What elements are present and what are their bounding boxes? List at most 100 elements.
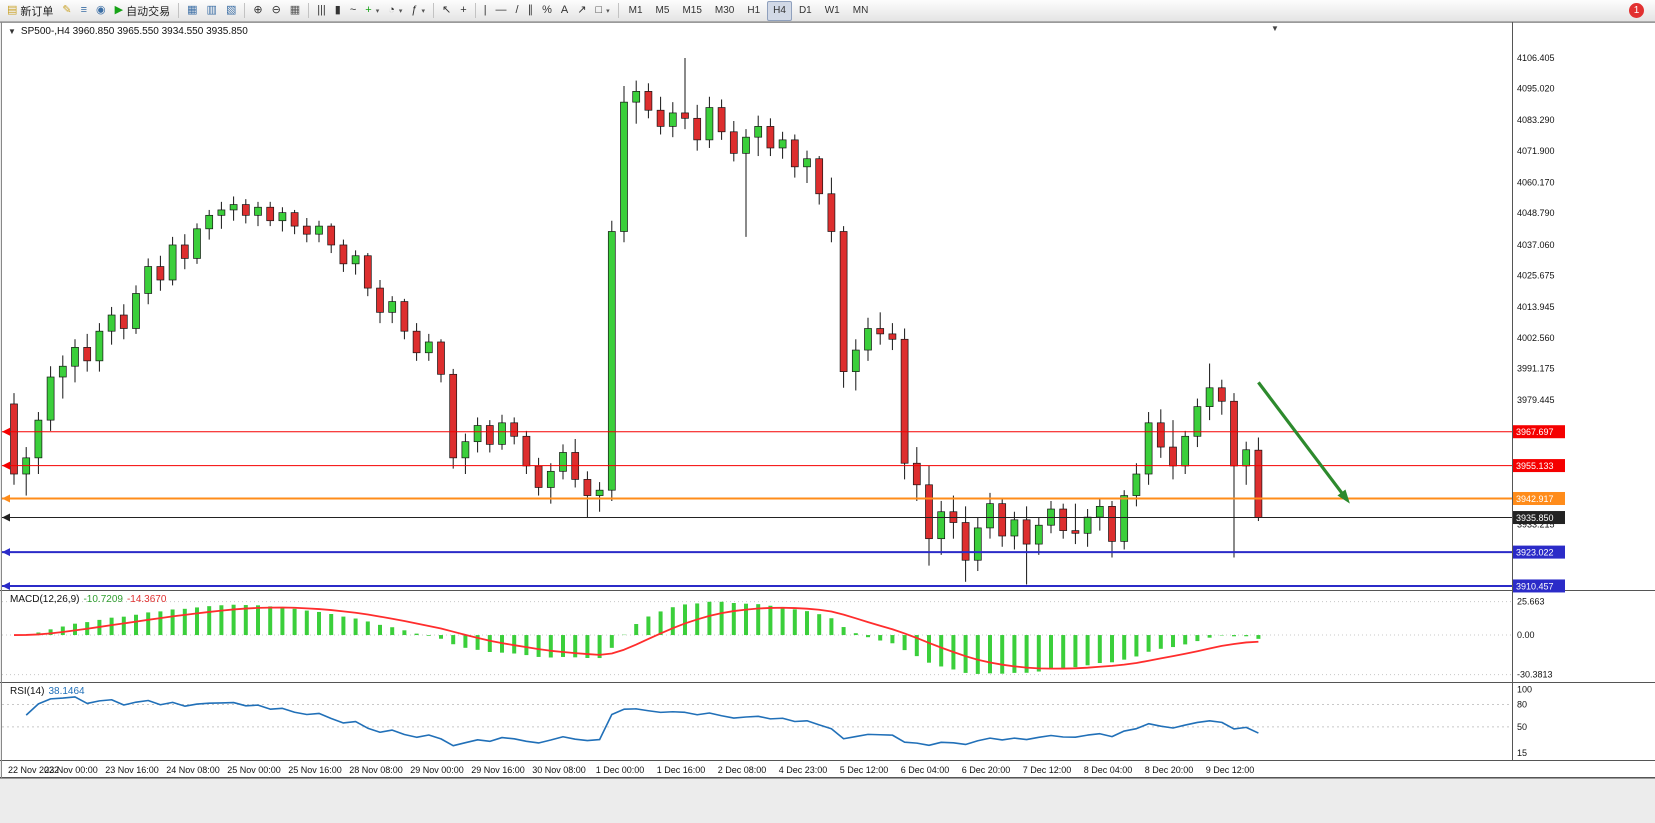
chart-styler-icon: ✎	[62, 4, 72, 16]
time-axis-label: 8 Dec 20:00	[1145, 765, 1194, 775]
time-axis-label: 29 Nov 00:00	[410, 765, 464, 775]
timeframe-m1-button[interactable]: M1	[628, 5, 643, 16]
time-axis-label: 25 Nov 00:00	[227, 765, 281, 775]
arrows-icon: ↗	[577, 4, 587, 16]
svg-text:3923.022: 3923.022	[1516, 548, 1554, 558]
timeframe-m5-button[interactable]: M5	[655, 5, 670, 16]
price-scale[interactable]: 4106.405 4095.020 4083.290 4071.900 4060.170…	[1513, 53, 1565, 758]
equidistant-channel-icon: ∥	[527, 4, 534, 16]
time-axis-label: 7 Dec 12:00	[1023, 765, 1072, 775]
timeframe-w1-button[interactable]: W1	[824, 5, 840, 16]
chart-area[interactable]: 4106.405 4095.020 4083.290 4071.900 4060.170…	[0, 22, 1655, 778]
time-axis-label: 30 Nov 08:00	[532, 765, 586, 775]
depth-of-market-button[interactable]: ≡	[77, 1, 91, 21]
equidistant-channel-button[interactable]: ∥	[524, 1, 538, 21]
arrows-button[interactable]: ↗	[573, 1, 590, 21]
time-axis-label: 9 Dec 12:00	[1206, 765, 1255, 775]
toolbar-separator	[474, 3, 476, 18]
svg-text:3955.133: 3955.133	[1516, 461, 1554, 471]
timeframe-mn-button[interactable]: MN	[852, 5, 869, 16]
new-order-icon: ▤	[7, 4, 18, 16]
svg-text:3910.457: 3910.457	[1516, 581, 1554, 591]
terminal-button[interactable]: ▧	[222, 1, 240, 21]
price-badge-3967.697	[1513, 425, 1565, 439]
macd-main-value: -10.7209	[83, 594, 123, 605]
timeframe-h1-button[interactable]: H1	[747, 5, 761, 16]
timeframe-h4-button[interactable]: H4	[767, 0, 792, 21]
dropdown-arrow-icon[interactable]: ▾	[398, 7, 403, 15]
text-label-button[interactable]: A	[557, 1, 572, 21]
autotrading-button-label: 自动交易	[126, 5, 171, 18]
candlestick-chart-type-icon: ▮	[334, 4, 341, 16]
data-window-icon: ▦	[187, 4, 198, 16]
svg-text:4071.900: 4071.900	[1517, 146, 1555, 156]
time-axis-label: 1 Dec 16:00	[657, 765, 706, 775]
chart-styler-button[interactable]: ✎	[58, 1, 75, 21]
price-badge-3942.917	[1513, 491, 1565, 505]
fibonacci-button[interactable]: %	[538, 1, 556, 21]
hline-left-marker	[2, 581, 10, 590]
autotrading-button[interactable]: ▶ 自动交易	[111, 1, 174, 21]
zoom-out-button[interactable]: ⊖	[268, 1, 285, 21]
line-chart-type-button[interactable]: ~	[346, 1, 360, 21]
timeframe-m15-button[interactable]: M15	[682, 5, 702, 16]
indicators-icon: ƒ	[411, 4, 418, 16]
svg-text:3935.850: 3935.850	[1516, 513, 1554, 523]
periods-button[interactable]: ◔ ▾	[384, 1, 406, 21]
symbol-ohlc-text: SP500-,H4 3960.850 3965.550 3934.550 393…	[20, 26, 248, 37]
algo-status-button[interactable]: ◉	[92, 1, 110, 21]
dropdown-arrow-icon[interactable]: ▾	[375, 7, 380, 15]
new-order-button[interactable]: ▤ 新订单	[3, 1, 57, 21]
notifications-badge[interactable]: 1	[1629, 3, 1644, 18]
vertical-line-icon: |	[483, 4, 487, 16]
time-axis-label: 6 Dec 04:00	[901, 765, 950, 775]
cursor-button[interactable]: ↖	[438, 1, 455, 21]
time-axis-label: 25 Nov 16:00	[288, 765, 342, 775]
chart-symbol-label: ▼ SP500-,H4 3960.850 3965.550 3934.550 39…	[8, 26, 248, 37]
chart-autoscroll-marker[interactable]: ▼	[1271, 24, 1279, 33]
vertical-line-button[interactable]: |	[480, 1, 491, 21]
svg-text:3991.175: 3991.175	[1517, 363, 1555, 373]
new-chart-button[interactable]: + ▾	[361, 1, 383, 21]
tile-windows-button[interactable]: ▦	[286, 1, 304, 21]
hline-left-marker	[2, 494, 10, 503]
indicators-button[interactable]: ƒ ▾	[407, 1, 429, 21]
terminal-icon: ▧	[225, 4, 237, 16]
hline-left-marker	[2, 548, 10, 557]
hline-left-marker	[2, 427, 10, 436]
new-order-button-label: 新订单	[20, 5, 54, 18]
svg-text:3933.215: 3933.215	[1517, 520, 1555, 530]
crosshair-icon: +	[460, 4, 467, 16]
horizontal-line-button[interactable]: —	[492, 1, 511, 21]
timeframe-d1-button[interactable]: D1	[798, 5, 812, 16]
zoom-in-button[interactable]: ⊕	[249, 1, 266, 21]
horizontal-line-icon: —	[495, 4, 507, 16]
rsi-line	[25, 696, 1259, 747]
svg-text:4095.020: 4095.020	[1517, 84, 1555, 94]
one-click-trading-toggle-icon[interactable]: ▼	[8, 27, 16, 36]
time-axis-label: 1 Dec 00:00	[596, 765, 645, 775]
timeframe-m30-button[interactable]: M30	[714, 5, 735, 16]
svg-text:4048.790: 4048.790	[1517, 208, 1555, 218]
candlestick-chart-type-button[interactable]: ▮	[331, 1, 345, 21]
trend-arrow-annotation[interactable]	[1257, 381, 1350, 504]
bar-chart-type-button[interactable]: |||	[313, 1, 330, 21]
dropdown-arrow-icon[interactable]: ▾	[606, 7, 610, 15]
rsi-scale-tick: 80	[1517, 700, 1527, 710]
data-window-button[interactable]: ▦	[183, 1, 201, 21]
macd-scale-tick: 0.00	[1517, 630, 1535, 640]
chart-canvas[interactable]: 4106.405 4095.020 4083.290 4071.900 4060.170…	[0, 22, 1655, 778]
macd-scale-tick: 25.663	[1517, 597, 1545, 607]
crosshair-button[interactable]: +	[456, 1, 470, 21]
shapes-button[interactable]: □ ▾	[591, 1, 613, 21]
dropdown-arrow-icon[interactable]: ▾	[421, 7, 426, 15]
toolbar-separator	[433, 3, 435, 18]
svg-text:3979.445: 3979.445	[1517, 395, 1555, 405]
time-axis-label: 8 Dec 04:00	[1084, 765, 1133, 775]
trendline-button[interactable]: /	[512, 1, 523, 21]
toolbar-separator	[178, 3, 180, 18]
zoom-out-icon: ⊖	[271, 4, 281, 16]
price-badge-3955.133	[1513, 459, 1565, 473]
navigator-button[interactable]: ▥	[203, 1, 221, 21]
